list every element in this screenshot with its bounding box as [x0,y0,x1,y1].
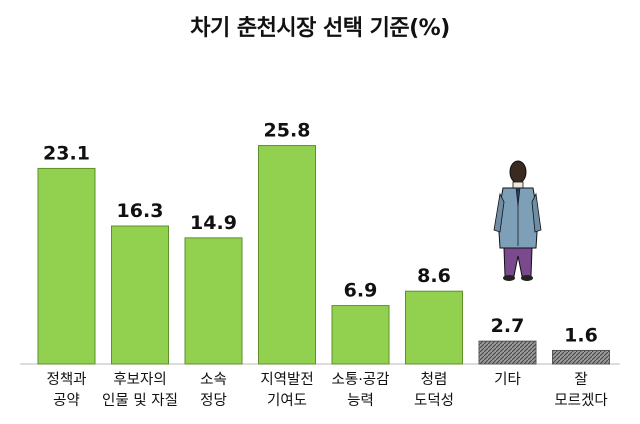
category-label-line: 정책과 [46,371,86,388]
category-label-line: 인물 및 자질 [102,392,178,409]
value-label-0: 23.1 [43,142,90,164]
bar-2 [184,237,243,365]
category-label-line: 정당 [200,392,227,409]
bar-5 [405,290,463,365]
category-label-line: 잘 [574,371,587,388]
category-label-line: 지역발전 [260,371,313,388]
value-label-2: 14.9 [190,212,237,234]
category-label-line: 기타 [494,371,521,388]
chart-title: 차기 춘천시장 선택 기준(%) [190,16,450,41]
category-label-line: 모르겠다 [554,392,607,409]
category-label-line: 청렴 [421,371,448,388]
bar-7 [552,349,610,365]
value-label-4: 6.9 [344,280,378,302]
category-label-line: 기여도 [267,392,307,409]
value-label-7: 1.6 [564,324,598,346]
category-label-line: 능력 [347,392,374,409]
category-label-line: 소통·공감 [332,371,390,388]
value-label-1: 16.3 [117,200,164,222]
category-label-line: 도덕성 [414,392,454,409]
value-label-6: 2.7 [491,315,525,337]
bar-6 [478,340,537,365]
category-label-line: 소속 [200,371,227,388]
bar-1 [111,225,169,365]
category-label-6: 기타 [494,371,521,388]
category-label-line: 후보자의 [113,371,166,388]
bar-3 [258,145,316,365]
standing-man-icon [493,160,542,281]
bar-4 [331,305,390,365]
value-label-3: 25.8 [264,120,311,142]
value-label-5: 8.6 [417,265,451,287]
bar-0 [37,167,96,365]
category-label-line: 공약 [53,392,80,409]
